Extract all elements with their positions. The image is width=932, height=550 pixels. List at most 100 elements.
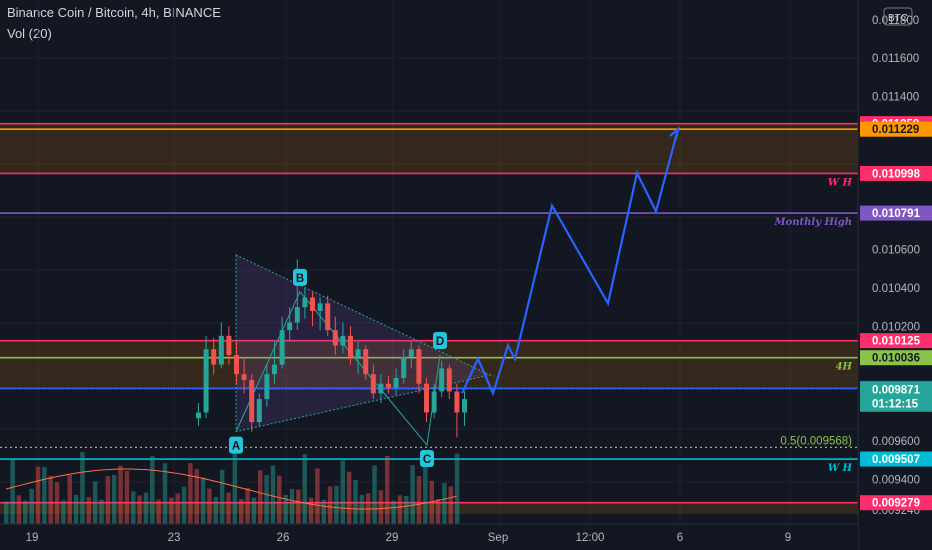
price-tag-value: 0.010125 bbox=[872, 336, 921, 348]
volume-bar bbox=[416, 476, 422, 524]
volume-bar bbox=[131, 491, 136, 524]
x-tick-label: Sep bbox=[488, 532, 508, 544]
price-tag-value: 0.009871 bbox=[872, 384, 921, 396]
x-tick-label: 23 bbox=[168, 532, 181, 544]
volume-bar bbox=[181, 486, 187, 524]
pattern-point-label: D bbox=[436, 336, 444, 348]
chart-title: Binance Coin / Bitcoin, 4h, BINANCE bbox=[7, 5, 221, 20]
price-tag bbox=[860, 381, 932, 412]
price-tag-value: 0.009507 bbox=[872, 454, 920, 466]
price-tag bbox=[860, 121, 932, 137]
price-axis[interactable] bbox=[858, 0, 932, 550]
candle-body bbox=[408, 349, 414, 357]
volume-bar bbox=[219, 469, 225, 524]
volume-bar bbox=[194, 468, 199, 524]
candle-body bbox=[386, 383, 391, 388]
volume-bar bbox=[258, 470, 263, 524]
volume-bar bbox=[327, 486, 333, 524]
pattern-point-label: B bbox=[296, 273, 304, 285]
pattern-point-label: C bbox=[423, 454, 431, 466]
four-hour-note: 4H bbox=[836, 362, 853, 373]
wh-note: W H bbox=[828, 177, 853, 188]
volume-bar bbox=[213, 496, 219, 524]
candle-body bbox=[462, 399, 467, 413]
candle-body bbox=[287, 322, 293, 331]
volume-bar bbox=[42, 466, 47, 524]
candle-body bbox=[211, 349, 217, 365]
volume-bar bbox=[16, 495, 22, 524]
price-tag-value: 0.009279 bbox=[872, 498, 920, 510]
volume-bar bbox=[283, 494, 288, 524]
zone-box bbox=[0, 123, 858, 174]
bar-countdown: 01:12:15 bbox=[872, 398, 919, 410]
price-tag-value: 0.010036 bbox=[872, 353, 920, 365]
volume-bar bbox=[289, 488, 295, 524]
volume-bar bbox=[353, 479, 358, 524]
volume-bar bbox=[302, 454, 307, 524]
candle-body bbox=[416, 349, 422, 384]
volume-bar bbox=[118, 465, 123, 524]
candle-body bbox=[363, 349, 369, 375]
volume-bar bbox=[404, 496, 409, 524]
price-tag-value: 0.010791 bbox=[872, 208, 921, 220]
price-tag bbox=[860, 205, 932, 221]
volume-bar bbox=[61, 500, 66, 524]
volume-bar bbox=[4, 501, 9, 524]
x-tick-label: 26 bbox=[277, 532, 290, 544]
volume-bar bbox=[296, 489, 301, 524]
pattern-point-badge bbox=[433, 332, 447, 350]
volume-bar bbox=[442, 483, 447, 524]
y-tick-label: 0.010400 bbox=[872, 283, 920, 295]
y-tick-label: 0.009400 bbox=[872, 475, 920, 487]
candle-body bbox=[241, 374, 247, 380]
volume-bar bbox=[378, 490, 384, 524]
pattern-point-badge bbox=[293, 268, 307, 286]
y-tick-label: 0.010200 bbox=[872, 321, 920, 333]
candle-body bbox=[272, 364, 277, 375]
candle-body bbox=[317, 303, 323, 311]
candle-body bbox=[218, 335, 224, 365]
volume-bar bbox=[435, 498, 441, 524]
candle-body bbox=[294, 307, 300, 323]
volume-bar bbox=[175, 493, 180, 524]
fib-label: 0.5(0.009568) bbox=[780, 435, 852, 447]
x-tick-label: 19 bbox=[26, 532, 39, 544]
candle-body bbox=[378, 383, 384, 394]
volume-bar bbox=[111, 474, 117, 524]
volume-bar bbox=[385, 455, 390, 524]
currency-badge[interactable] bbox=[883, 7, 913, 26]
volume-bar bbox=[264, 475, 269, 524]
volume-bar bbox=[137, 495, 142, 524]
volume-bar bbox=[54, 482, 60, 524]
candle-body bbox=[332, 330, 338, 346]
volume-bar bbox=[423, 466, 428, 524]
volume-bar bbox=[372, 465, 377, 524]
candle-body bbox=[340, 335, 346, 346]
y-tick-label: 0.009600 bbox=[872, 436, 920, 448]
volume-bar bbox=[169, 497, 174, 524]
candle-body bbox=[424, 383, 429, 413]
volume-bar bbox=[232, 453, 238, 524]
volume-bar bbox=[226, 492, 231, 524]
volume-bar bbox=[245, 488, 250, 524]
y-tick-label: 0.010600 bbox=[872, 245, 920, 257]
time-axis[interactable] bbox=[0, 524, 858, 550]
candle-body bbox=[370, 374, 376, 394]
volume-bar bbox=[270, 465, 276, 524]
price-tag bbox=[860, 333, 932, 349]
x-tick-label: 9 bbox=[785, 532, 791, 544]
candle-body bbox=[325, 303, 331, 331]
price-tag bbox=[860, 165, 932, 181]
candle-body bbox=[393, 378, 399, 388]
volume-bar bbox=[73, 494, 79, 524]
candle-body bbox=[439, 368, 445, 392]
candle-body bbox=[302, 297, 308, 308]
projection-path bbox=[461, 128, 680, 397]
pattern-point-badge bbox=[229, 436, 243, 454]
candle-body bbox=[234, 355, 239, 375]
volume-bar bbox=[410, 465, 415, 524]
candle-body bbox=[279, 330, 285, 365]
candle-body bbox=[249, 379, 255, 423]
x-tick-label: 6 bbox=[677, 532, 683, 544]
